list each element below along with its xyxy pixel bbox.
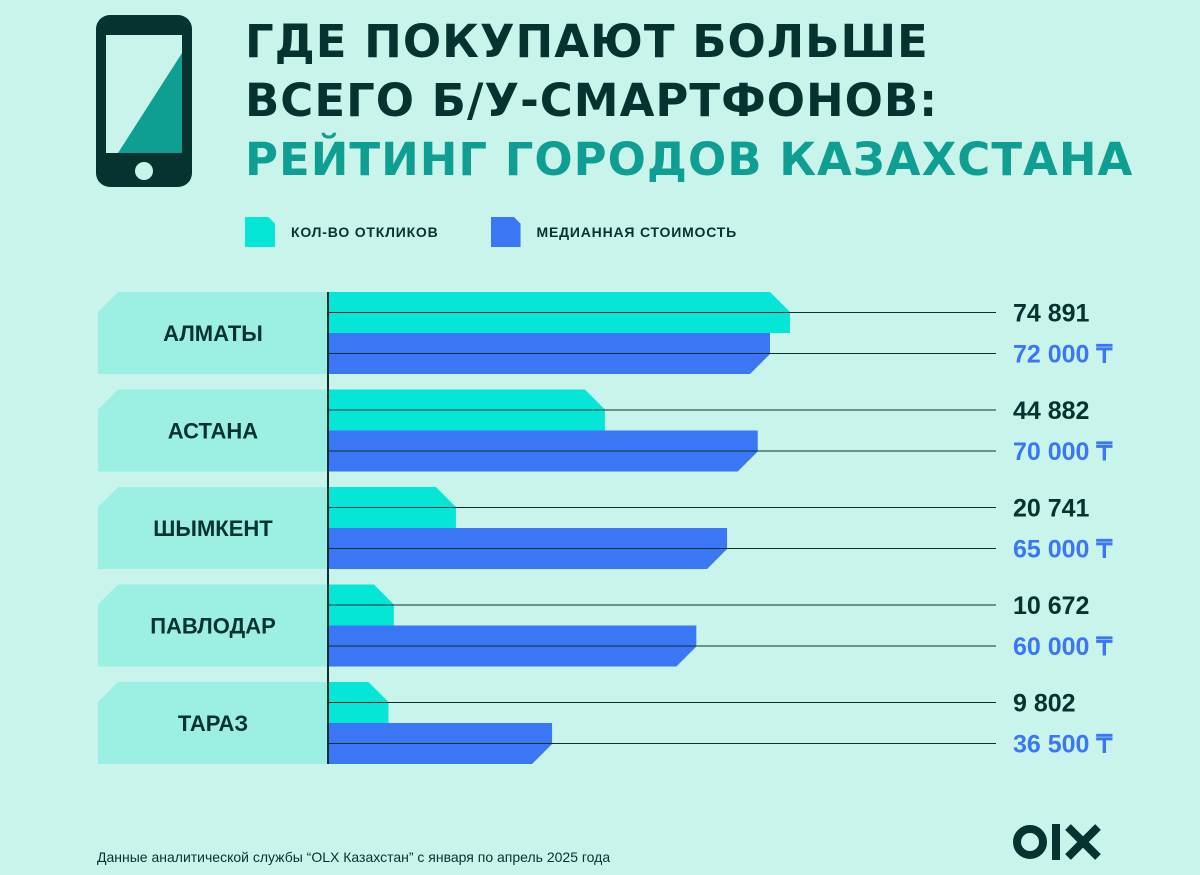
category-label-box-city-3 [98, 487, 328, 569]
value-label-responses-city-2: 44 882 [1013, 397, 1089, 425]
title-line-3: РЕЙТИНГ ГОРОДОВ КАЗАХСТАНА [245, 133, 1134, 186]
legend-label-price: МЕДИАННАЯ СТОИМОСТЬ [536, 224, 738, 240]
value-label-price-city-1: 72 000 ₸ [1013, 341, 1113, 369]
value-label-price-city-2: 70 000 ₸ [1013, 438, 1113, 466]
category-label-city-5: ТАРАЗ [178, 711, 248, 736]
title-line-2: ВСЕГО Б/У-СМАРТФОНОВ: [245, 74, 939, 127]
legend: КОЛ-ВО ОТКЛИКОВ МЕДИАННАЯ СТОИМОСТЬ [245, 217, 789, 247]
chart-title: ГДЕ ПОКУПАЮТ БОЛЬШЕ ВСЕГО Б/У-СМАРТФОНОВ… [245, 12, 1133, 189]
value-label-price-city-4: 60 000 ₸ [1013, 633, 1113, 661]
legend-item-responses: КОЛ-ВО ОТКЛИКОВ [245, 217, 439, 247]
value-label-price-city-3: 65 000 ₸ [1013, 536, 1113, 564]
value-label-responses-city-1: 74 891 [1013, 300, 1090, 328]
footer-note: Данные аналитической службы “OLX Казахст… [97, 849, 611, 865]
category-label-city-4: ПАВЛОДАР [150, 614, 276, 639]
legend-label-responses: КОЛ-ВО ОТКЛИКОВ [291, 224, 439, 240]
category-label-box-city-4 [98, 584, 328, 667]
title-line-1: ГДЕ ПОКУПАЮТ БОЛЬШЕ [245, 15, 929, 68]
category-label-box-city-5 [98, 682, 328, 764]
value-label-responses-city-3: 20 741 [1013, 495, 1090, 523]
value-label-responses-city-5: 9 802 [1013, 690, 1076, 718]
olx-logo [1013, 824, 1101, 860]
smartphone-icon [96, 15, 192, 187]
legend-swatch-responses [245, 217, 275, 247]
category-label-city-3: ШЫМКЕНТ [153, 516, 273, 541]
value-label-responses-city-4: 10 672 [1013, 592, 1089, 620]
category-label-city-2: АСТАНА [168, 419, 259, 444]
category-label-box-city-1 [98, 292, 328, 374]
value-label-price-city-5: 36 500 ₸ [1013, 731, 1113, 759]
category-label-city-1: АЛМАТЫ [163, 321, 263, 346]
category-label-box-city-2 [98, 389, 328, 472]
legend-swatch-price [490, 217, 521, 247]
legend-item-price: МЕДИАННАЯ СТОИМОСТЬ [490, 217, 738, 247]
